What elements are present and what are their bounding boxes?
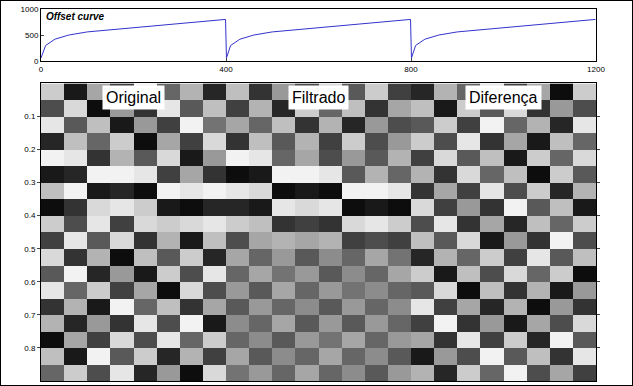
svg-text:Filtrado: Filtrado — [292, 89, 345, 106]
svg-text:Original: Original — [106, 89, 161, 106]
svg-text:0.8: 0.8 — [24, 344, 36, 353]
svg-text:0.1: 0.1 — [24, 112, 36, 121]
svg-text:0.6: 0.6 — [24, 278, 36, 287]
svg-text:1000: 1000 — [21, 5, 39, 14]
svg-text:0.4: 0.4 — [24, 211, 36, 220]
svg-text:0: 0 — [39, 65, 44, 74]
svg-text:500: 500 — [25, 31, 39, 40]
svg-text:0.5: 0.5 — [24, 245, 36, 254]
svg-text:1200: 1200 — [587, 65, 605, 74]
svg-text:0: 0 — [34, 57, 39, 66]
svg-text:Offset curve: Offset curve — [46, 11, 105, 22]
svg-text:0.7: 0.7 — [24, 311, 36, 320]
svg-text:0.3: 0.3 — [24, 178, 36, 187]
svg-text:400: 400 — [219, 65, 233, 74]
svg-text:0.2: 0.2 — [24, 145, 36, 154]
svg-text:800: 800 — [404, 65, 418, 74]
svg-text:Diferença: Diferença — [469, 89, 538, 106]
